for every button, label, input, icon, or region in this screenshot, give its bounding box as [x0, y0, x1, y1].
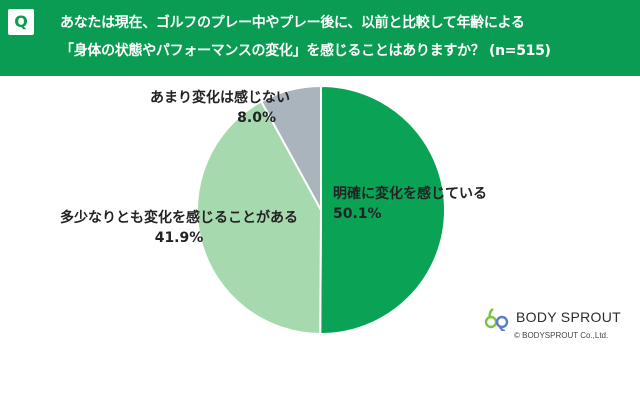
question-text-line1: あなたは現在、ゴルフのプレー中やプレー後に、以前と比較して年齢による: [60, 15, 525, 31]
brand-logo: BODY SPROUT © BODYSPROUT Co.,Ltd.: [484, 305, 634, 345]
pie-slice-somewhat-change: [196, 99, 323, 336]
slice-label-no-change: あまり変化は感じない 8.0%: [150, 88, 290, 128]
pie-chart: [196, 84, 446, 336]
pie-slice-no-change: [259, 84, 322, 211]
slice-value-text: 50.1%: [333, 206, 382, 222]
slice-label-text: 明確に変化を感じている: [333, 186, 487, 202]
slice-value-text: 41.9%: [154, 230, 204, 246]
slice-label-text: あまり変化は感じない: [150, 90, 290, 106]
pie-slices: [196, 84, 446, 336]
slice-label-text: 多少なりとも変化を感じることがある: [60, 210, 298, 226]
pie-slice-clear-change: [319, 84, 446, 335]
brand-logo-icon: [484, 308, 509, 331]
slice-label-somewhat-change: 多少なりとも変化を感じることがある 41.9%: [60, 208, 298, 248]
slice-label-clear-change: 明確に変化を感じている 50.1%: [333, 184, 487, 224]
slice-value-text: 8.0%: [237, 110, 276, 126]
question-text-line2: 「身体の状態やパフォーマンスの変化」を感じることはありますか？ (n=515): [60, 43, 551, 59]
question-badge: Q: [8, 9, 34, 35]
brand-logo-text: BODY SPROUT: [516, 309, 621, 325]
question-header: Q あなたは現在、ゴルフのプレー中やプレー後に、以前と比較して年齢による 「身体…: [0, 0, 640, 76]
brand-copyright: © BODYSPROUT Co.,Ltd.: [514, 331, 609, 340]
